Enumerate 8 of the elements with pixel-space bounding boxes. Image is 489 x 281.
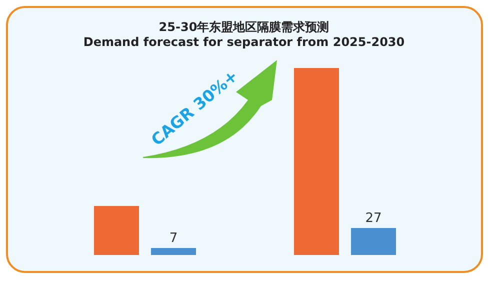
data-label: 27: [365, 211, 382, 226]
chart-subtitle: Demand forecast for separator from 2025-2030: [83, 35, 405, 49]
data-label: 7: [169, 231, 178, 246]
bar: [294, 68, 339, 255]
chart-title: 25-30年东盟地区隔膜需求预测: [158, 20, 330, 34]
bar: [351, 228, 396, 255]
bar: [151, 248, 196, 255]
bar: [94, 206, 139, 255]
